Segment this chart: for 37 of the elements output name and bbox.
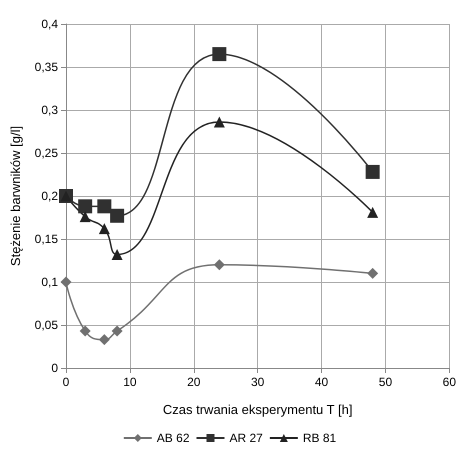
- point: [214, 116, 225, 128]
- point: [112, 326, 123, 337]
- x-tick-label: 0: [62, 375, 70, 389]
- point: [78, 199, 92, 214]
- legend-label: AR 27: [229, 431, 264, 445]
- point: [214, 259, 225, 270]
- point: [367, 206, 378, 218]
- x-tick-label: 10: [123, 375, 137, 389]
- x-axis-title: Czas trwania eksperymentu T [h]: [162, 402, 352, 417]
- point: [97, 199, 112, 214]
- y-tick-label: 0,05: [34, 318, 58, 332]
- y-tick-label: 0,3: [41, 103, 58, 117]
- y-tick-label: 0,25: [34, 146, 58, 160]
- x-tick-label: 50: [378, 375, 392, 389]
- x-tick-label: 60: [442, 375, 456, 389]
- point: [112, 248, 123, 260]
- x-tick-label: 20: [187, 375, 201, 389]
- y-tick-label: 0,35: [34, 60, 58, 74]
- point: [110, 208, 124, 223]
- point: [366, 164, 380, 179]
- point: [98, 334, 110, 346]
- point: [367, 268, 378, 279]
- y-tick-label: 0,4: [41, 17, 58, 31]
- legend-label: RB 81: [302, 431, 337, 445]
- point: [212, 47, 226, 62]
- point: [98, 223, 110, 234]
- y-tick-label: 0,15: [34, 232, 58, 246]
- y-axis-title: Stężenie barwników [g/l]: [8, 126, 23, 266]
- point: [80, 211, 91, 222]
- x-tick-label: 30: [250, 375, 265, 389]
- y-tick-label: 0,2: [41, 189, 58, 203]
- y-tick-label: 0,1: [41, 275, 58, 289]
- point: [60, 276, 72, 288]
- x-tick-label: 40: [314, 375, 329, 389]
- legend-label: AB 62: [156, 431, 190, 445]
- point: [80, 326, 91, 337]
- y-tick-label: 0: [51, 361, 58, 375]
